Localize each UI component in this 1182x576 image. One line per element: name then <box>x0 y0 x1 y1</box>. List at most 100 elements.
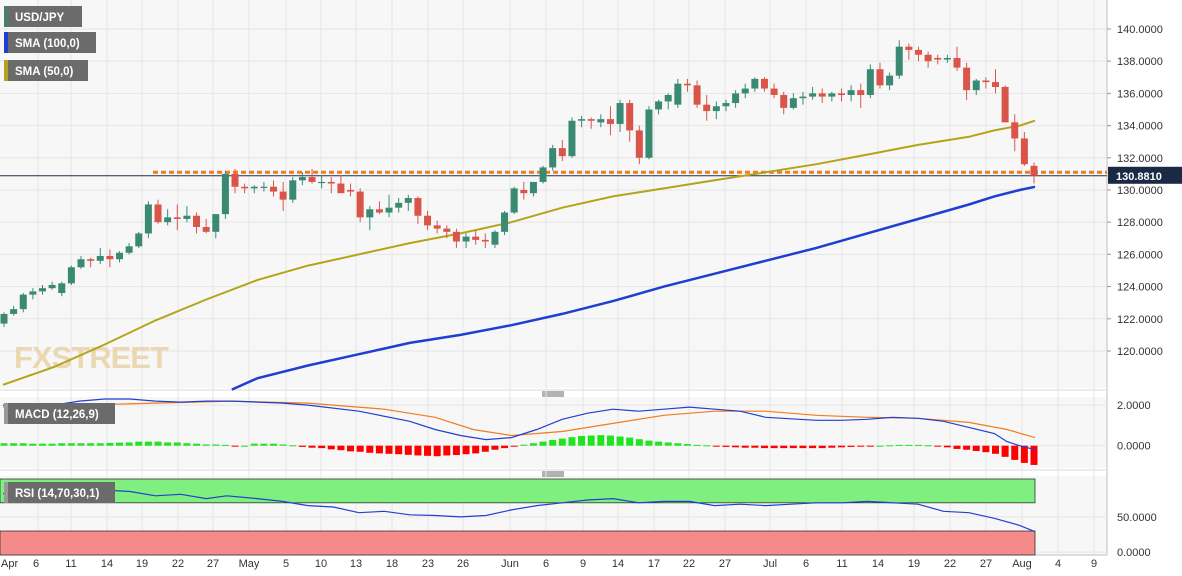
candle-body <box>289 180 297 200</box>
candle <box>914 46 922 62</box>
candle-body <box>472 236 480 240</box>
macd-histogram-bar <box>279 444 287 446</box>
macd-histogram-bar <box>847 445 855 447</box>
macd-histogram-bar <box>895 444 903 446</box>
x-axis-label: Jun <box>501 558 519 570</box>
legend-sma100-label: SMA (100,0) <box>15 38 80 50</box>
macd-histogram-bar <box>703 445 711 447</box>
candle-body <box>510 188 518 213</box>
candle-body <box>683 83 691 86</box>
candle <box>404 194 412 211</box>
macd-histogram-bar <box>857 445 865 447</box>
macd-histogram-bar <box>491 445 499 450</box>
x-axis-label: 6 <box>33 558 39 570</box>
watermark-layer: FXSTREET <box>14 340 170 375</box>
rsi-overbought-zone <box>0 478 1036 504</box>
macd-histogram-bar <box>154 441 162 446</box>
candle-body <box>424 215 432 226</box>
legend-layer: USD/JPY SMA (100,0) SMA (50,0) MACD (12,26,… <box>4 6 115 503</box>
macd-histogram-bar <box>77 443 85 446</box>
candle-body <box>664 94 672 102</box>
candle <box>183 206 191 223</box>
candle-body <box>914 49 922 55</box>
macd-histogram-bar <box>991 445 999 454</box>
candle-body <box>356 191 364 218</box>
candle-body <box>327 181 335 184</box>
candle <box>58 281 66 297</box>
candle-body <box>597 119 605 123</box>
candle <box>818 88 826 104</box>
price-tick-label: 134.0000 <box>1117 121 1163 133</box>
rsi-layer <box>0 478 1036 556</box>
macd-histogram-bar <box>587 435 595 446</box>
macd-histogram-bar <box>578 435 586 446</box>
x-axis-label: 14 <box>612 558 624 570</box>
legend-usdjpy-swatch <box>4 6 8 27</box>
macd-histogram-bar <box>29 443 37 446</box>
macd-histogram-bar <box>529 443 537 446</box>
candle-body <box>991 82 999 87</box>
candle <box>520 181 528 200</box>
candle <box>144 201 152 239</box>
x-axis-label: 11 <box>836 558 847 570</box>
candle <box>347 183 355 197</box>
candle-body <box>789 98 797 108</box>
candle <box>250 185 258 194</box>
candle <box>173 204 181 231</box>
macd-histogram-bar <box>1011 445 1019 460</box>
candle-body <box>481 239 489 242</box>
candles-layer <box>0 40 1038 327</box>
price-panel <box>0 0 1107 388</box>
macd-histogram-bar <box>58 443 66 446</box>
macd-histogram-bar <box>241 445 249 447</box>
candle-body <box>635 130 643 158</box>
macd-histogram-bar <box>741 445 749 448</box>
macd-histogram-bar <box>125 442 133 446</box>
x-axis-label: 23 <box>422 558 434 570</box>
candle-body <box>982 80 990 83</box>
candle-body <box>520 189 528 194</box>
candle <box>308 169 316 184</box>
candle-body <box>539 167 547 182</box>
candle <box>510 186 518 215</box>
candle <box>982 77 990 89</box>
macd-histogram-bar <box>462 445 470 455</box>
fxstreet-watermark: FXSTREET <box>14 340 169 375</box>
candle <box>972 78 980 95</box>
candle-body <box>616 103 624 124</box>
candle <box>462 233 470 248</box>
candle-body <box>173 217 181 219</box>
candle-body <box>876 69 884 86</box>
x-axis-label: 4 <box>1055 558 1061 570</box>
legend-usdjpy: USD/JPY <box>4 6 82 27</box>
macd-histogram-bar <box>67 443 75 446</box>
x-axis-label: May <box>239 558 260 570</box>
candle-body <box>366 209 374 218</box>
candle-body <box>87 259 95 261</box>
candle-body <box>934 57 942 60</box>
macd-histogram-bar <box>96 443 104 446</box>
macd-histogram-bar <box>135 441 143 446</box>
x-axis-label: 6 <box>543 558 549 570</box>
candle <box>895 40 903 79</box>
candle <box>221 170 229 219</box>
macd-histogram-bar <box>655 441 663 446</box>
candle-body <box>212 214 220 232</box>
candle <box>876 62 884 89</box>
price-tick-label: 126.0000 <box>1117 249 1163 261</box>
candle <box>116 251 124 263</box>
macd-histogram-bar <box>212 444 220 446</box>
candle <box>270 180 278 197</box>
macd-histogram-bar <box>260 443 268 446</box>
macd-histogram-bar <box>87 443 95 446</box>
macd-histogram-bar <box>221 444 229 446</box>
candle-body <box>953 57 961 68</box>
candle <box>125 243 133 255</box>
macd-histogram-bar <box>173 442 181 446</box>
candle-body <box>308 177 316 182</box>
candle <box>241 183 249 194</box>
candle <box>327 177 335 194</box>
candle-body <box>318 181 326 184</box>
candle <box>193 212 201 234</box>
macd-histogram-bar <box>982 445 990 453</box>
